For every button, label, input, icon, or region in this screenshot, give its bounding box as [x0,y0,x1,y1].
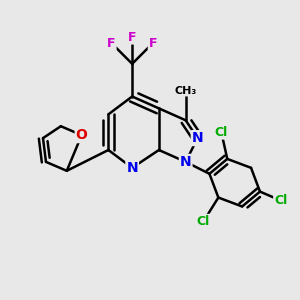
Text: N: N [180,155,191,169]
Text: O: O [76,128,88,142]
Text: Cl: Cl [274,194,287,207]
Text: F: F [149,37,157,50]
Text: F: F [128,31,136,44]
Text: F: F [107,37,116,50]
Text: CH₃: CH₃ [175,85,197,96]
Text: N: N [192,131,203,145]
Text: Cl: Cl [197,215,210,228]
Text: N: N [126,161,138,175]
Text: Cl: Cl [215,126,228,139]
